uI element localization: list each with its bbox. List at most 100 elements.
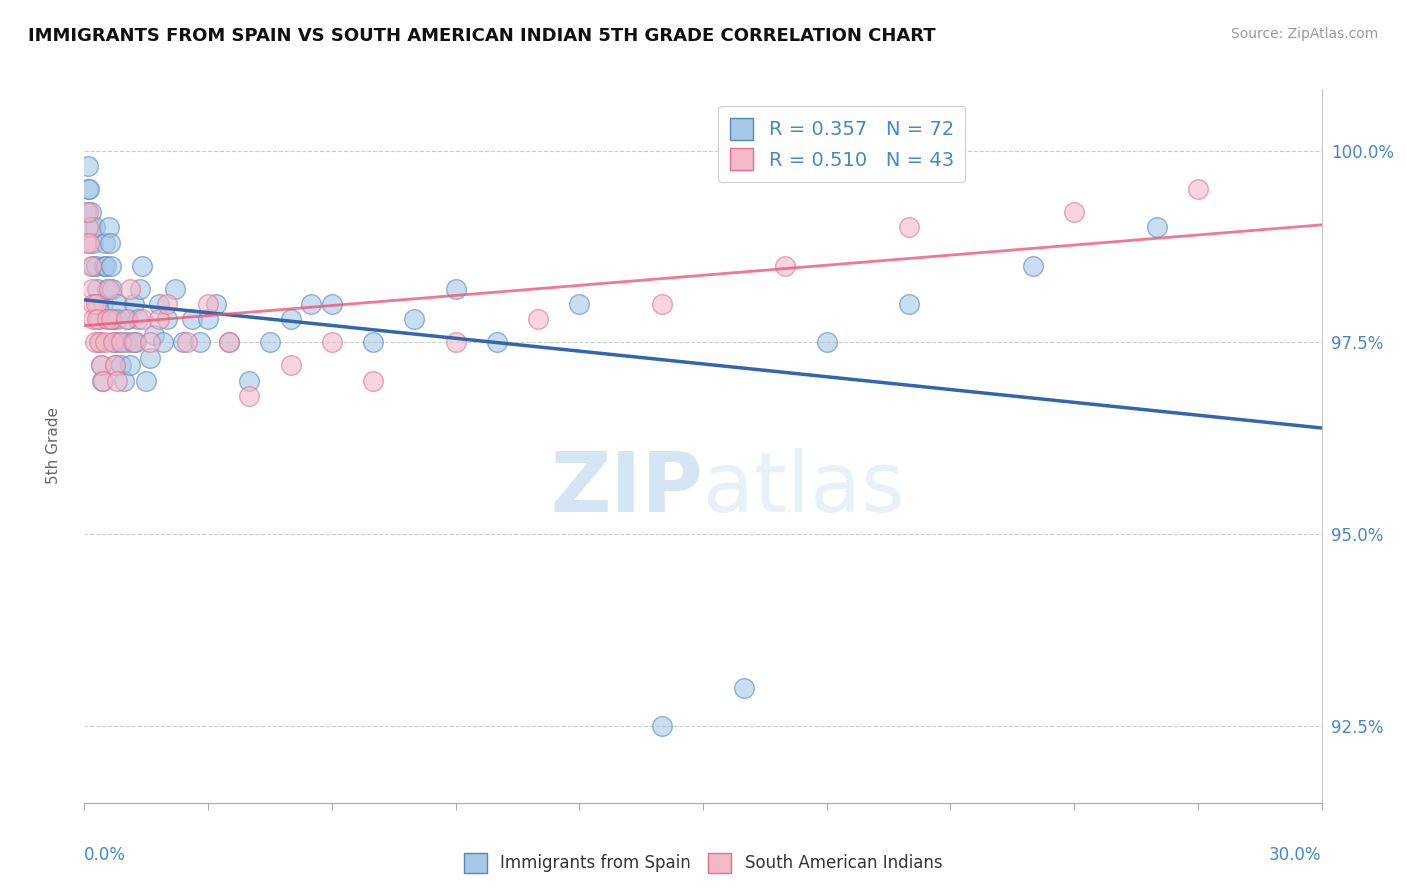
Point: [1022, 259, 1045, 273]
Point: [91, 374, 114, 388]
Point: [238, 374, 260, 388]
Point: [156, 312, 179, 326]
Point: [87, 335, 110, 350]
Point: [90, 374, 112, 388]
Point: [444, 282, 467, 296]
Point: [80, 282, 103, 296]
Point: [86, 282, 108, 296]
Point: [84, 297, 107, 311]
Point: [96, 282, 118, 296]
Point: [127, 312, 149, 326]
Point: [110, 335, 132, 350]
Point: [104, 359, 127, 373]
Point: [122, 335, 145, 350]
Point: [280, 359, 302, 373]
Point: [75, 235, 97, 250]
Point: [90, 359, 112, 373]
Point: [180, 312, 202, 326]
Point: [148, 312, 170, 326]
Text: 30.0%: 30.0%: [1270, 846, 1322, 863]
Point: [96, 312, 118, 326]
Point: [176, 335, 198, 350]
Point: [79, 259, 101, 273]
Point: [143, 327, 166, 342]
Point: [82, 297, 104, 311]
Text: atlas: atlas: [703, 449, 904, 529]
Text: ZIP: ZIP: [551, 449, 703, 529]
Point: [94, 335, 117, 350]
Point: [86, 297, 108, 311]
Point: [139, 335, 162, 350]
Point: [98, 235, 121, 250]
Point: [152, 335, 174, 350]
Point: [118, 282, 141, 296]
Text: 0.0%: 0.0%: [84, 846, 127, 863]
Legend: R = 0.357   N = 72, R = 0.510   N = 43: R = 0.357 N = 72, R = 0.510 N = 43: [718, 106, 966, 182]
Point: [76, 182, 98, 196]
Point: [103, 312, 125, 326]
Point: [105, 374, 128, 388]
Point: [94, 259, 117, 273]
Point: [444, 335, 467, 350]
Point: [82, 235, 104, 250]
Point: [103, 335, 125, 350]
Point: [135, 374, 157, 388]
Point: [259, 335, 281, 350]
Point: [218, 335, 240, 350]
Point: [1063, 205, 1085, 219]
Point: [98, 282, 121, 296]
Point: [76, 220, 98, 235]
Point: [197, 312, 219, 326]
Point: [80, 220, 103, 235]
Point: [105, 297, 128, 311]
Point: [172, 335, 194, 350]
Point: [101, 282, 124, 296]
Point: [238, 389, 260, 403]
Point: [898, 220, 921, 235]
Point: [117, 312, 139, 326]
Point: [651, 297, 673, 311]
Point: [733, 681, 755, 695]
Point: [87, 312, 110, 326]
Point: [129, 282, 152, 296]
Point: [205, 297, 228, 311]
Point: [89, 335, 111, 350]
Point: [97, 312, 120, 326]
Point: [485, 335, 508, 350]
Point: [79, 182, 101, 196]
Point: [79, 205, 101, 219]
Point: [197, 297, 219, 311]
Point: [568, 297, 591, 311]
Point: [114, 335, 136, 350]
Point: [108, 335, 131, 350]
Point: [139, 351, 162, 365]
Point: [131, 259, 153, 273]
Point: [91, 297, 114, 311]
Point: [404, 312, 426, 326]
Point: [651, 719, 673, 733]
Point: [86, 312, 108, 326]
Point: [165, 282, 187, 296]
Point: [148, 297, 170, 311]
Point: [84, 259, 107, 273]
Point: [280, 312, 302, 326]
Point: [79, 235, 101, 250]
Point: [112, 374, 135, 388]
Point: [1187, 182, 1209, 196]
Point: [114, 312, 136, 326]
Point: [82, 259, 104, 273]
Text: IMMIGRANTS FROM SPAIN VS SOUTH AMERICAN INDIAN 5TH GRADE CORRELATION CHART: IMMIGRANTS FROM SPAIN VS SOUTH AMERICAN …: [28, 27, 936, 45]
Point: [1146, 220, 1168, 235]
Point: [898, 297, 921, 311]
Point: [90, 359, 112, 373]
Legend: Immigrants from Spain, South American Indians: Immigrants from Spain, South American In…: [457, 847, 949, 880]
Point: [93, 259, 115, 273]
Point: [122, 297, 145, 311]
Point: [815, 335, 838, 350]
Point: [299, 297, 322, 311]
Point: [361, 374, 384, 388]
Point: [98, 220, 121, 235]
Point: [125, 335, 148, 350]
Point: [775, 259, 797, 273]
Point: [103, 335, 125, 350]
